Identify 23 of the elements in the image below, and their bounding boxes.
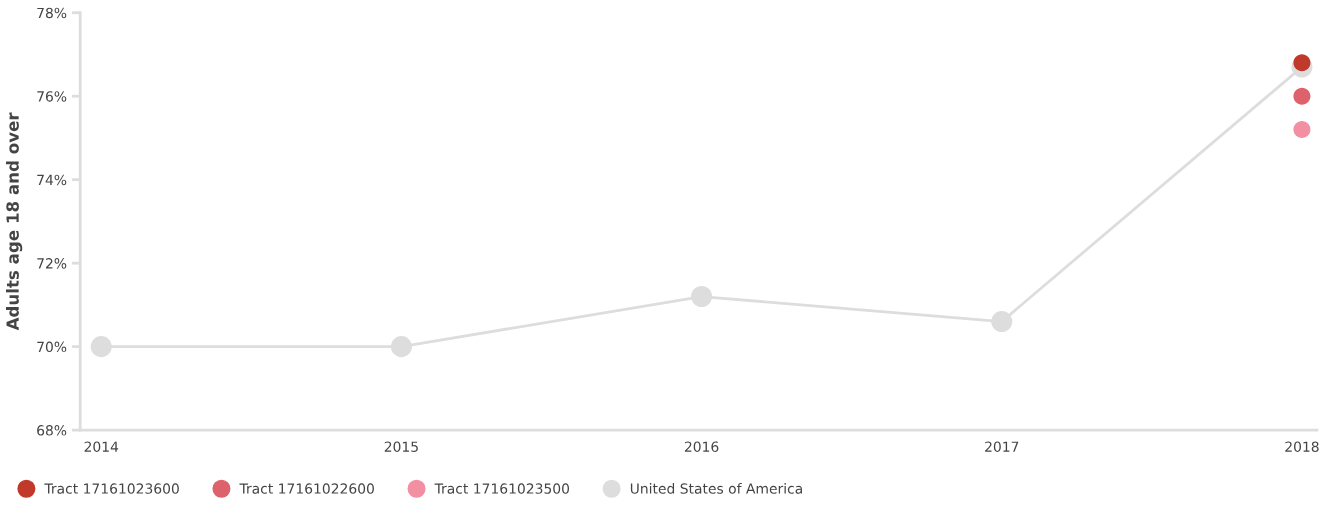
- y-axis-title: Adults age 18 and over: [6, 112, 23, 331]
- y-tick-label: 72%: [37, 258, 67, 269]
- y-tick-label: 78%: [37, 7, 67, 19]
- legend-label: United States of America: [630, 483, 802, 494]
- legend-label: Tract 17161022600: [239, 483, 374, 494]
- x-tick-label: 2016: [684, 441, 719, 452]
- point: [1293, 121, 1311, 139]
- y-tick-label: 68%: [37, 425, 67, 436]
- point: [1293, 87, 1311, 105]
- point: [991, 311, 1013, 333]
- point: [390, 336, 412, 358]
- point: [1293, 54, 1311, 72]
- x-tick-label: 2017: [985, 441, 1019, 452]
- legend-label: Tract 17161023500: [434, 483, 570, 494]
- x-tick-label: 2014: [84, 441, 119, 452]
- x-tick-label: 2015: [384, 441, 418, 452]
- point: [90, 336, 112, 358]
- x-tick-label: 2018: [1285, 441, 1319, 452]
- y-tick-label: 76%: [37, 91, 67, 102]
- point: [691, 286, 713, 308]
- y-tick-label: 70%: [37, 341, 67, 353]
- y-tick-label: 74%: [37, 174, 67, 186]
- legend-label: Tract 17161023600: [44, 483, 179, 494]
